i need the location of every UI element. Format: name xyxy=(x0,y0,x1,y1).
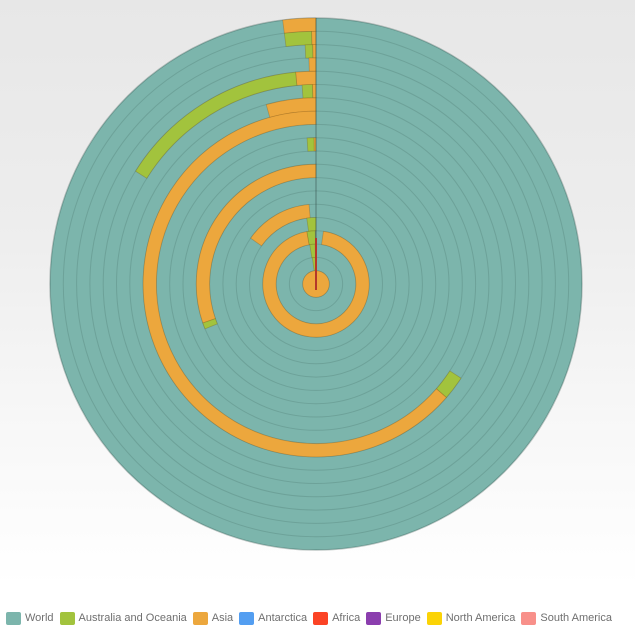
legend-item-south-america[interactable]: South America xyxy=(521,611,612,625)
arc-asia-ring-17[interactable] xyxy=(262,230,370,338)
arc-australia-and-oceania-ring-12[interactable] xyxy=(202,318,218,330)
arc-australia-and-oceania-ring-2[interactable] xyxy=(283,30,313,47)
legend-swatch-south-america-icon xyxy=(521,611,537,625)
arc-asia-ring-12[interactable] xyxy=(195,163,317,324)
legend-swatch-world-icon xyxy=(6,611,21,625)
legend-swatch-australia-and-oceania-icon xyxy=(59,611,75,625)
arc-asia-ring-4[interactable] xyxy=(308,57,317,72)
arc-australia-and-oceania-ring-6[interactable] xyxy=(301,84,314,99)
legend-label: Europe xyxy=(385,611,421,624)
arc-asia-ring-5[interactable] xyxy=(295,70,317,86)
legend-label: South America xyxy=(540,611,612,624)
legend-swatch-north-america-icon xyxy=(426,611,442,625)
legend-item-africa[interactable]: Africa xyxy=(313,611,361,625)
legend-label: World xyxy=(25,611,54,624)
arc-australia-and-oceania-ring-10[interactable] xyxy=(306,137,315,152)
legend-swatch-antarctica-icon xyxy=(239,611,255,625)
arc-asia-ring-8[interactable] xyxy=(142,110,448,458)
legend-label: Antarctica xyxy=(258,611,308,624)
legend-item-north-america[interactable]: North America xyxy=(426,611,516,625)
arc-australia-and-oceania-ring-8[interactable] xyxy=(435,370,462,398)
arc-asia-ring-15[interactable] xyxy=(250,204,311,247)
legend-item-europe[interactable]: Europe xyxy=(366,611,421,625)
legend-item-world[interactable]: World xyxy=(6,611,54,625)
legend-item-asia[interactable]: Asia xyxy=(192,611,234,625)
legend-label: Australia and Oceania xyxy=(78,611,187,624)
arc-australia-and-oceania-ring-5[interactable] xyxy=(134,71,298,179)
arc-australia-and-oceania-ring-16[interactable] xyxy=(306,217,317,232)
legend-label: North America xyxy=(445,611,516,624)
legend-swatch-africa-icon xyxy=(313,611,329,625)
chart-legend: World Australia and Oceania Asia Antarctica… xyxy=(6,607,612,629)
legend-label: Africa xyxy=(332,611,361,624)
legend-label: Asia xyxy=(211,611,234,624)
legend-item-antarctica[interactable]: Antarctica xyxy=(239,611,308,625)
legend-item-australia-and-oceania[interactable]: Australia and Oceania xyxy=(59,611,187,625)
legend-swatch-asia-icon xyxy=(192,611,208,625)
arc-australia-and-oceania-ring-3[interactable] xyxy=(304,44,314,59)
arc-asia-ring-2[interactable] xyxy=(311,30,317,46)
legend-swatch-europe-icon xyxy=(366,611,382,625)
